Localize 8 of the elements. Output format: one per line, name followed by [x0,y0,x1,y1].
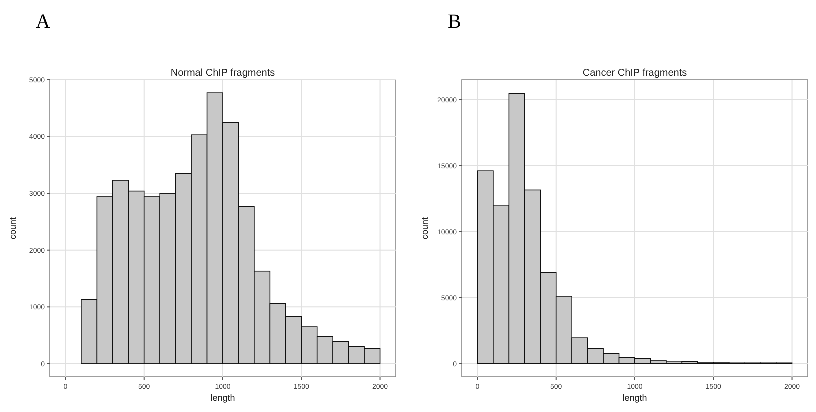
x-axis-title: length [210,393,236,403]
chart-title: Cancer ChIP fragments [582,68,688,79]
y-axis-title: count [8,217,18,240]
text: B [448,11,462,33]
y-axis-title: count [420,217,430,240]
text: A [36,11,51,33]
chart-title: Normal ChIP fragments [170,68,276,79]
x-axis-title: length [622,393,648,403]
